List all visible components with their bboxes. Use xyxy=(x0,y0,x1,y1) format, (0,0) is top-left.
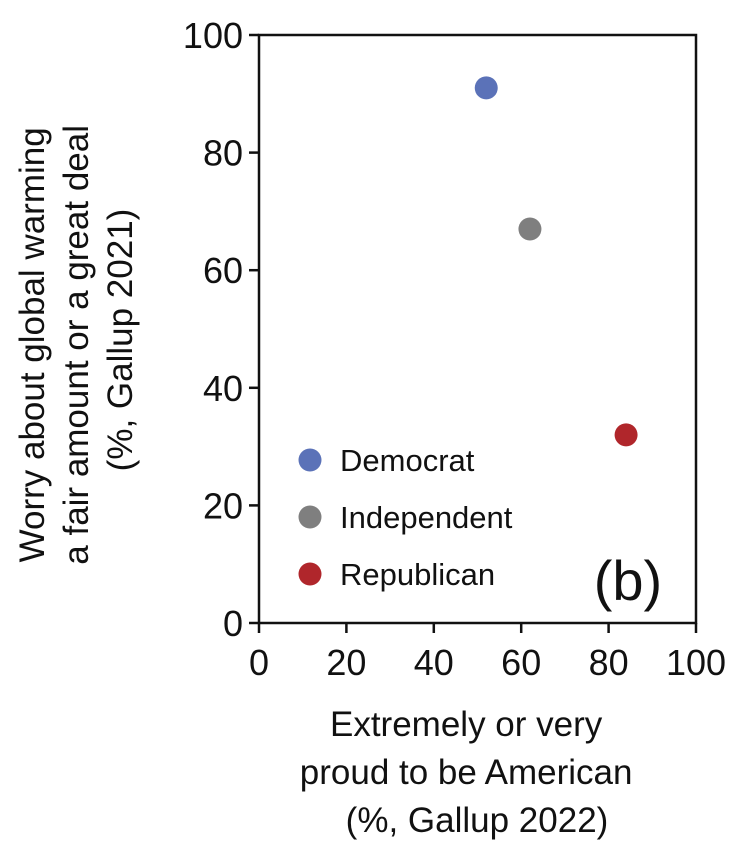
data-points xyxy=(474,76,638,447)
y-tick-label: 20 xyxy=(203,485,243,526)
x-tick-label: 0 xyxy=(249,642,269,683)
data-point-independent xyxy=(518,217,542,241)
x-tick-label: 20 xyxy=(326,642,366,683)
y-axis-ticks: 0 20 40 60 80 100 xyxy=(183,15,259,644)
data-point-republican xyxy=(614,423,638,447)
y-axis-title-line-3: (%, Gallup 2021) xyxy=(101,209,140,472)
legend-label-independent: Independent xyxy=(340,500,513,535)
x-axis-title-line-3: (%, Gallup 2022) xyxy=(346,801,609,840)
legend-marker-independent xyxy=(298,505,322,529)
x-axis-ticks: 0 20 40 60 80 100 xyxy=(249,623,726,683)
y-tick-label: 0 xyxy=(223,603,243,644)
y-axis-title-line-2: a fair amount or a great deal xyxy=(57,125,96,565)
legend-marker-democrat xyxy=(298,448,322,472)
legend-marker-republican xyxy=(298,562,322,586)
y-axis-title-line-1: Worry about global warming xyxy=(13,127,52,562)
panel-label: (b) xyxy=(594,549,662,612)
x-tick-label: 40 xyxy=(414,642,454,683)
legend-label-democrat: Democrat xyxy=(340,443,475,478)
y-tick-label: 100 xyxy=(183,15,243,56)
plot-frame xyxy=(257,33,698,625)
y-tick-label: 40 xyxy=(203,368,243,409)
x-axis-title-line-1: Extremely or very xyxy=(330,705,603,744)
x-tick-label: 60 xyxy=(501,642,541,683)
x-axis-title: Extremely or very proud to be American (… xyxy=(300,705,642,840)
y-tick-label: 60 xyxy=(203,250,243,291)
x-axis-title-line-2: proud to be American xyxy=(300,753,633,792)
data-point-democrat xyxy=(474,76,498,100)
x-tick-label: 80 xyxy=(589,642,629,683)
y-tick-label: 80 xyxy=(203,133,243,174)
legend: Democrat Independent Republican xyxy=(298,443,513,592)
x-tick-label: 100 xyxy=(666,642,726,683)
y-axis-title: Worry about global warming a fair amount… xyxy=(13,115,140,564)
legend-label-republican: Republican xyxy=(340,557,495,592)
